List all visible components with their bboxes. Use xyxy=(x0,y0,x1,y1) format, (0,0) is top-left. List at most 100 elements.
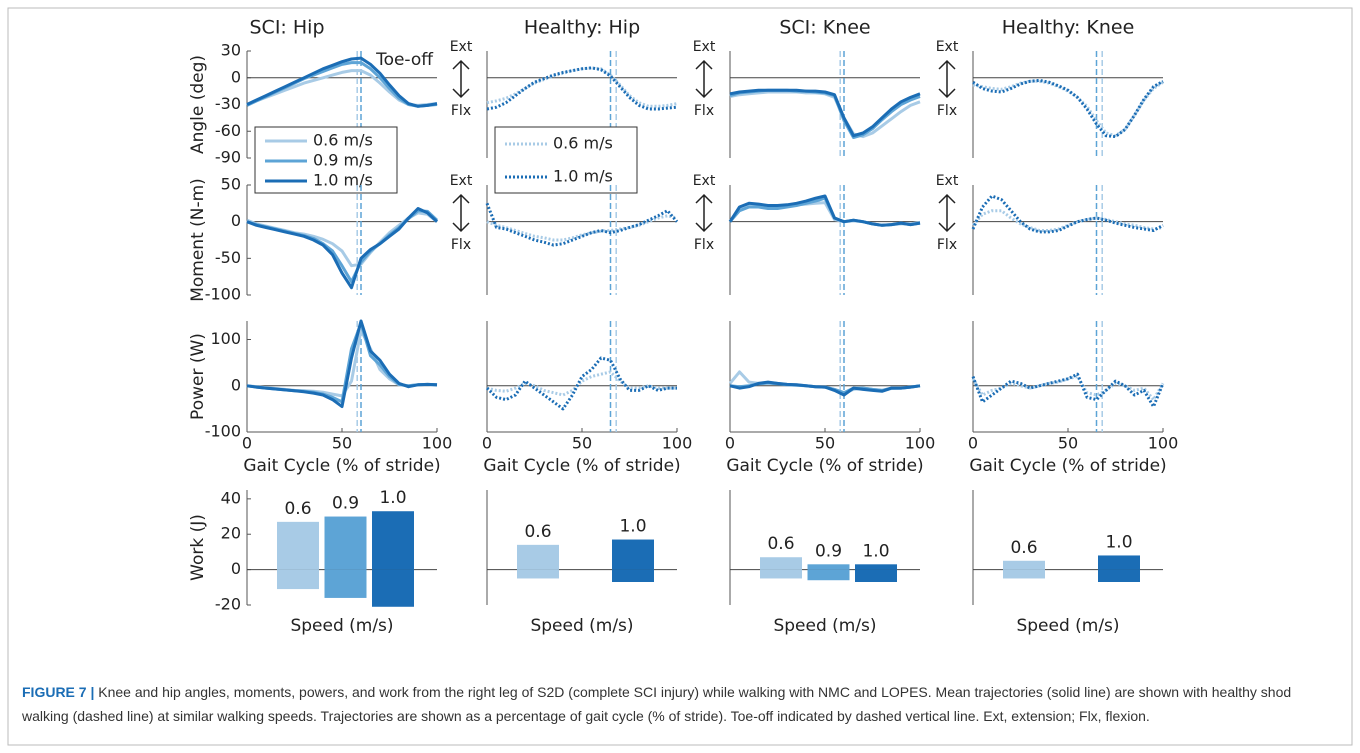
bar-label: 1.0 xyxy=(862,541,889,561)
toe-off-annotation: Toe-off xyxy=(375,50,434,70)
legend-label: 0.9 m/s xyxy=(313,151,373,170)
y-tick-label: -50 xyxy=(215,248,241,267)
ext-label: Ext xyxy=(450,173,473,189)
bar-label: 0.6 xyxy=(524,522,551,542)
legend-box xyxy=(494,126,638,194)
data-line xyxy=(486,66,678,108)
x-axis-label: Gait Cycle (% of stride) xyxy=(243,456,440,476)
bar xyxy=(1098,555,1140,570)
bar xyxy=(324,569,367,598)
bar xyxy=(517,544,559,570)
y-tick-label: 0 xyxy=(231,559,241,578)
ext-label: Ext xyxy=(936,173,959,189)
y-axis-label: Power (W) xyxy=(188,333,208,420)
y-tick-label: 0 xyxy=(231,375,241,394)
x-tick-label: 50 xyxy=(1058,434,1078,453)
data-line xyxy=(729,380,921,397)
legend-label: 0.6 m/s xyxy=(313,131,373,150)
data-line xyxy=(485,202,679,247)
bar-label: 1.0 xyxy=(1105,532,1132,552)
ext-label: Ext xyxy=(693,39,716,55)
y-tick-label: 50 xyxy=(221,175,241,194)
bar xyxy=(277,521,319,570)
x-tick-label: 100 xyxy=(422,434,453,453)
bar-label: 0.9 xyxy=(332,494,359,514)
data-line xyxy=(246,319,438,409)
direction-arrow xyxy=(938,193,956,233)
x-tick-label: 50 xyxy=(815,434,835,453)
data-line xyxy=(486,370,677,397)
y-tick-label: 40 xyxy=(221,488,241,507)
flx-label: Flx xyxy=(694,237,714,253)
x-axis-label: Gait Cycle (% of stride) xyxy=(726,456,923,476)
x-axis-label: Speed (m/s) xyxy=(290,616,393,636)
flx-label: Flx xyxy=(937,103,957,119)
x-axis-label: Gait Cycle (% of stride) xyxy=(969,456,1166,476)
panel-title: Healthy: Hip xyxy=(524,17,640,39)
ext-label: Ext xyxy=(936,39,959,55)
x-tick-label: 0 xyxy=(968,434,978,453)
data-line xyxy=(972,78,1164,139)
bar xyxy=(1003,569,1045,579)
x-tick-label: 0 xyxy=(725,434,735,453)
legend-label: 1.0 m/s xyxy=(313,171,373,190)
y-axis-label: Work (J) xyxy=(188,514,208,581)
direction-arrow xyxy=(452,193,470,233)
caption-label: FIGURE 7 | xyxy=(22,684,95,700)
bar xyxy=(807,569,850,581)
bar xyxy=(760,557,802,570)
y-tick-label: -20 xyxy=(215,595,241,614)
direction-arrow xyxy=(695,59,713,99)
y-tick-label: -100 xyxy=(205,285,241,304)
bar xyxy=(807,564,850,570)
x-tick-label: 50 xyxy=(332,434,352,453)
data-line xyxy=(246,207,439,290)
bar xyxy=(372,569,414,607)
flx-label: Flx xyxy=(694,103,714,119)
direction-arrow xyxy=(938,59,956,99)
flx-label: Flx xyxy=(937,237,957,253)
y-axis-label: Angle (deg) xyxy=(188,55,208,154)
bar xyxy=(277,569,319,590)
bar-label: 0.9 xyxy=(815,541,842,561)
data-line xyxy=(485,356,677,411)
x-axis-label: Speed (m/s) xyxy=(530,616,633,636)
data-line xyxy=(486,214,678,242)
data-line xyxy=(728,194,921,227)
data-line xyxy=(971,194,1164,234)
flx-label: Flx xyxy=(451,103,471,119)
bar xyxy=(855,569,897,582)
y-tick-label: -30 xyxy=(215,94,241,113)
data-line xyxy=(246,56,438,108)
direction-arrow xyxy=(695,193,713,233)
y-tick-label: 0 xyxy=(231,211,241,230)
bar-label: 1.0 xyxy=(619,517,646,537)
x-axis-label: Speed (m/s) xyxy=(773,616,876,636)
y-tick-label: -100 xyxy=(205,422,241,441)
data-line xyxy=(246,211,438,268)
y-tick-label: 20 xyxy=(221,524,241,543)
panel-title: SCI: Knee xyxy=(779,17,870,39)
bar-label: 0.6 xyxy=(284,499,311,519)
bar xyxy=(1098,569,1140,582)
legend-label: 0.6 m/s xyxy=(553,134,613,153)
bar xyxy=(517,569,559,579)
x-tick-label: 100 xyxy=(905,434,936,453)
bar xyxy=(760,569,802,579)
panel-title: Healthy: Knee xyxy=(1002,17,1135,39)
x-tick-label: 0 xyxy=(482,434,492,453)
figure-border xyxy=(7,7,1353,746)
y-tick-label: 0 xyxy=(231,67,241,86)
caption: FIGURE 7 | Knee and hip angles, moments,… xyxy=(22,680,1340,728)
data-line xyxy=(729,88,921,139)
bar xyxy=(855,564,897,570)
y-axis-label: Moment (N-m) xyxy=(188,178,208,302)
bar xyxy=(612,569,654,582)
data-line xyxy=(971,372,1165,409)
bar xyxy=(1003,560,1045,570)
bar-label: 1.0 xyxy=(379,488,406,508)
direction-arrow xyxy=(452,59,470,99)
x-axis-label: Speed (m/s) xyxy=(1016,616,1119,636)
